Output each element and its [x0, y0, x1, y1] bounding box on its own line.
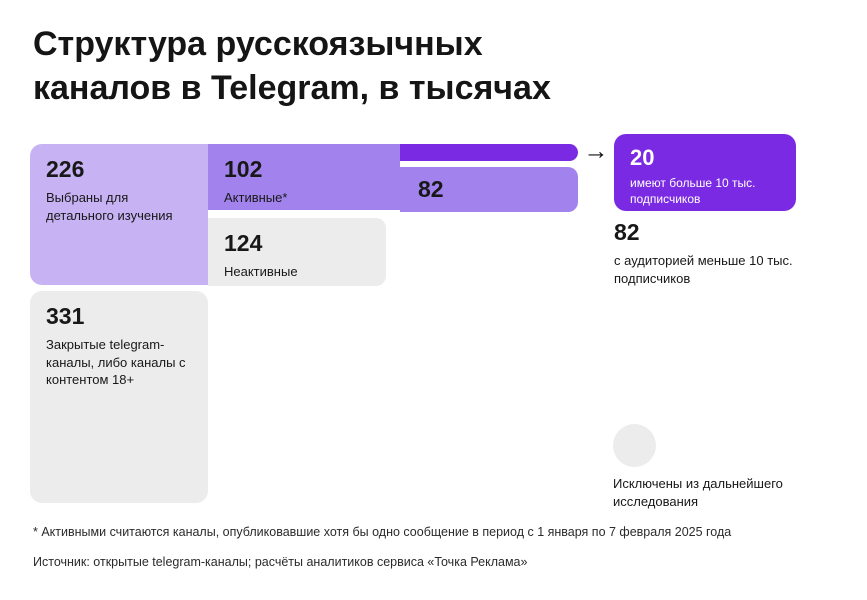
- block-over-10k-subscribers: 20 имеют больше 10 тыс. подписчиков: [614, 134, 796, 211]
- over-10k-value: 20: [630, 145, 655, 170]
- block-closed-channels: 331 Закрытые telegram-каналы, либо канал…: [30, 291, 208, 503]
- flow-under-10k-value: 82: [418, 176, 444, 202]
- footnote-active-definition: * Активными считаются каналы, опубликова…: [33, 525, 732, 539]
- flow-bar-over-10k: [400, 144, 578, 161]
- selected-value: 226: [46, 156, 85, 182]
- page-title: Структура русскоязычных каналов в Telegr…: [33, 22, 673, 110]
- inactive-label: Неактивные: [224, 264, 298, 280]
- closed-value: 331: [46, 303, 85, 329]
- page-title-line1: Структура русскоязычных: [33, 25, 483, 63]
- result-under-10k-subscribers: 82 с аудиторией меньше 10 тыс. подписчик…: [614, 219, 809, 287]
- excluded-label: Исключены из дальнейшего исследования: [613, 476, 783, 509]
- footnote-source: Источник: открытые telegram-каналы; расч…: [33, 555, 528, 569]
- over-10k-label: имеют больше 10 тыс. подписчиков: [630, 176, 756, 207]
- flow-block-under-10k: 82: [400, 167, 578, 212]
- block-selected-channels: 226 Выбраны для детального изучения: [30, 144, 208, 285]
- under-10k-value: 82: [614, 219, 640, 245]
- block-active-channels: 102 Активные*: [208, 144, 400, 210]
- under-10k-label: с аудиторией меньше 10 тыс. подписчиков: [614, 253, 793, 286]
- block-inactive-channels: 124 Неактивные: [208, 218, 386, 286]
- flow-arrow-icon: →: [583, 137, 609, 165]
- page-title-line2: каналов в Telegram, в тысячах: [33, 69, 551, 108]
- selected-label: Выбраны для детального изучения: [46, 190, 173, 223]
- active-label: Активные*: [224, 190, 288, 206]
- active-value: 102: [224, 156, 263, 182]
- inactive-value: 124: [224, 230, 263, 256]
- excluded-circle-icon: [613, 424, 656, 467]
- closed-label: Закрытые telegram-каналы, либо каналы с …: [46, 337, 186, 388]
